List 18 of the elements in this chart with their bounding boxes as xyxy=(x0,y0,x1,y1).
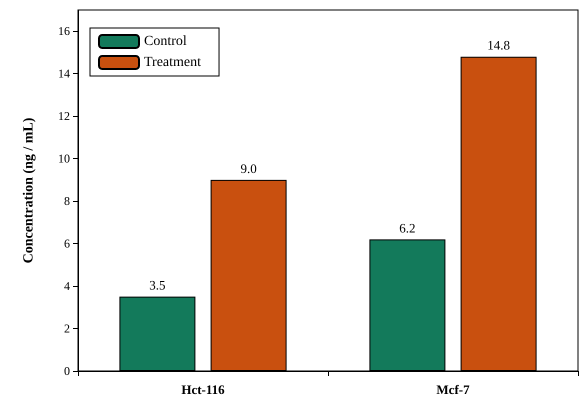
legend-label: Treatment xyxy=(144,55,202,70)
legend-label: Control xyxy=(144,34,187,49)
y-tick-label: 8 xyxy=(64,194,70,208)
y-tick-label: 2 xyxy=(64,322,70,336)
text: 14.8 xyxy=(487,38,510,53)
y-axis-title: Concentration (ng / mL) xyxy=(22,117,36,264)
y-tick-label: 10 xyxy=(58,152,70,166)
text: 3.5 xyxy=(149,278,166,293)
y-tick-label: 14 xyxy=(58,66,70,81)
y-tick-label: 0 xyxy=(64,364,70,378)
y-tick-label: 16 xyxy=(58,24,70,38)
y-tick-label: 6 xyxy=(64,236,70,251)
x-tick-label: Mcf-7 xyxy=(436,382,470,397)
x-tick-label: Hct-116 xyxy=(181,382,226,397)
text: 9.0 xyxy=(240,160,257,176)
y-tick-label: 12 xyxy=(58,109,70,124)
y-tick-label: 4 xyxy=(64,279,70,294)
text: 6.2 xyxy=(399,220,416,236)
